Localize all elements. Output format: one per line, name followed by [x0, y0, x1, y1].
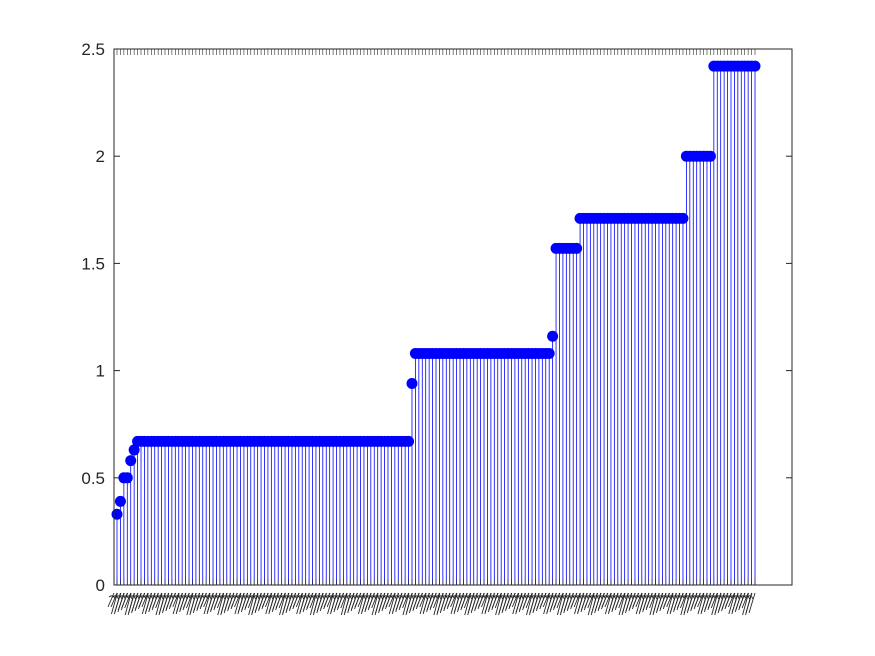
- x-tick-label-glyph: [745, 592, 756, 614]
- x-tick-label-glyph: [107, 592, 118, 608]
- y-tick-label: 1.5: [81, 254, 105, 273]
- x-tick-label-glyph: [539, 592, 550, 608]
- x-tick-label-glyph: [522, 592, 533, 609]
- x-tick-label-glyph: [508, 592, 519, 608]
- stem-marker: [406, 377, 418, 389]
- x-tick-label-glyph: [138, 592, 149, 608]
- y-tick-label: 0: [96, 576, 105, 595]
- x-tick-label-glyph: [261, 592, 272, 608]
- x-tick-label-glyph: [632, 592, 643, 608]
- x-tick-labels-illegible: [107, 592, 756, 616]
- x-tick-label-glyph: [183, 592, 193, 609]
- x-tick-label-glyph: [570, 592, 581, 608]
- x-tick-label-glyph: [601, 592, 612, 608]
- x-axis: [107, 49, 756, 616]
- x-tick-label-glyph: [306, 592, 317, 609]
- stem-marker: [547, 330, 559, 342]
- stem-marker: [125, 455, 137, 467]
- x-tick-label-glyph: [707, 592, 718, 609]
- x-tick-label-glyph: [323, 592, 334, 608]
- x-tick-label-glyph: [354, 592, 365, 608]
- x-tick-label-glyph: [460, 592, 471, 609]
- x-tick-label-glyph: [231, 592, 241, 608]
- x-tick-label-glyph: [584, 592, 595, 609]
- y-tick-label: 2.5: [81, 40, 105, 59]
- stem-marker: [749, 60, 761, 72]
- x-tick-label-glyph: [337, 592, 348, 609]
- stem-marker: [121, 472, 133, 484]
- x-tick-label-glyph: [385, 592, 396, 608]
- x-tick-label-glyph: [200, 592, 211, 608]
- x-tick-label-glyph: [399, 592, 409, 609]
- stem-marker: [128, 444, 140, 456]
- stem-marker: [403, 435, 415, 447]
- stem-marker: [677, 212, 689, 224]
- x-tick-label-glyph: [447, 592, 457, 608]
- stem-marker: [111, 508, 123, 520]
- y-tick-label: 0.5: [81, 469, 105, 488]
- x-tick-label-glyph: [169, 592, 180, 608]
- stem-marker: [114, 495, 126, 507]
- x-tick-label-glyph: [292, 592, 303, 608]
- x-tick-label-glyph: [478, 592, 488, 608]
- x-tick-label-glyph: [663, 592, 674, 608]
- stem-marker: [543, 347, 555, 359]
- x-tick-label-glyph: [416, 592, 427, 608]
- x-tick-label-glyph: [121, 592, 132, 609]
- x-tick-label-glyph: [646, 592, 656, 609]
- x-tick-label-glyph: [738, 592, 749, 609]
- y-tick-label: 1: [96, 362, 105, 381]
- x-tick-label-glyph: [553, 592, 564, 609]
- stem-markers: [111, 60, 761, 520]
- x-tick-label-glyph: [676, 592, 687, 609]
- x-tick-label-glyph: [430, 592, 440, 609]
- y-tick-label: 2: [96, 147, 105, 166]
- x-tick-label-glyph: [152, 592, 163, 609]
- x-tick-label-glyph: [725, 592, 735, 608]
- x-tick-label-glyph: [368, 592, 379, 609]
- y-axis: 0 0.5 1 1.5 2 2.5: [81, 40, 792, 595]
- x-tick-label-glyph: [694, 592, 704, 608]
- stem-marker: [704, 150, 716, 162]
- x-tick-label-glyph: [213, 592, 224, 609]
- stem-marker: [571, 242, 583, 254]
- x-tick-label-glyph: [615, 592, 626, 609]
- x-tick-label-glyph: [275, 592, 286, 609]
- x-tick-label-glyph: [491, 592, 502, 609]
- x-tick-label-glyph: [244, 592, 255, 609]
